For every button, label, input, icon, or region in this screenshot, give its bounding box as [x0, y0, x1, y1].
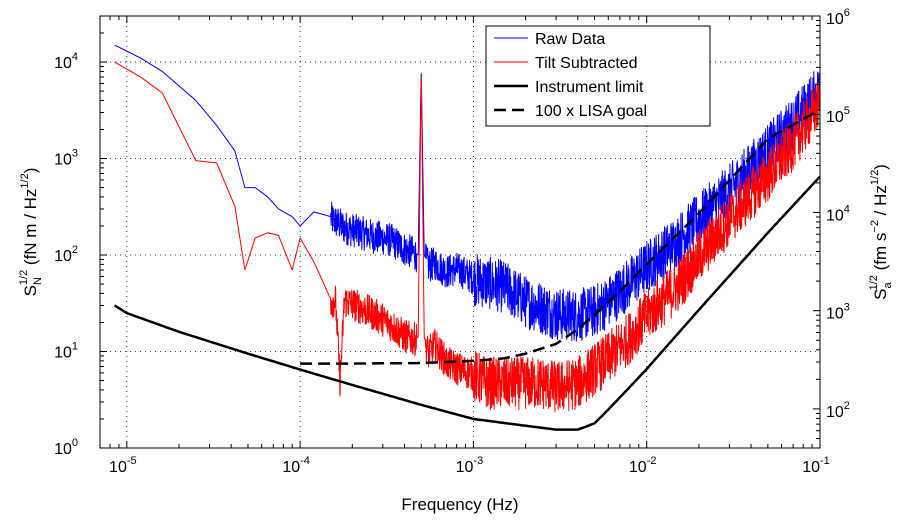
legend-label-instrument-limit: Instrument limit — [535, 79, 644, 96]
legend-label-raw-data: Raw Data — [535, 31, 605, 48]
data-series — [113, 44, 820, 431]
series-line-100-x-lisa-goal — [300, 108, 820, 365]
legend-label-lisa-goal: 100 x LISA goal — [535, 103, 647, 120]
right-y-axis-label: Sa1/2 (fm s−2 / Hz1/2) — [868, 164, 894, 300]
plot-frame — [99, 15, 821, 449]
legend: Raw Data Tilt Subtracted Instrument limi… — [485, 25, 711, 127]
x-axis-label: Frequency (Hz) — [401, 495, 518, 514]
series-line-raw-data — [114, 44, 820, 342]
series-line-tilt-subtracted — [114, 61, 820, 413]
legend-label-tilt-subtracted: Tilt Subtracted — [535, 55, 638, 72]
grid-lines — [100, 16, 820, 448]
left-y-axis-label: SN1/2 (fN m / Hz1/2) — [18, 168, 44, 297]
series-line-instrument-limit — [113, 175, 820, 431]
